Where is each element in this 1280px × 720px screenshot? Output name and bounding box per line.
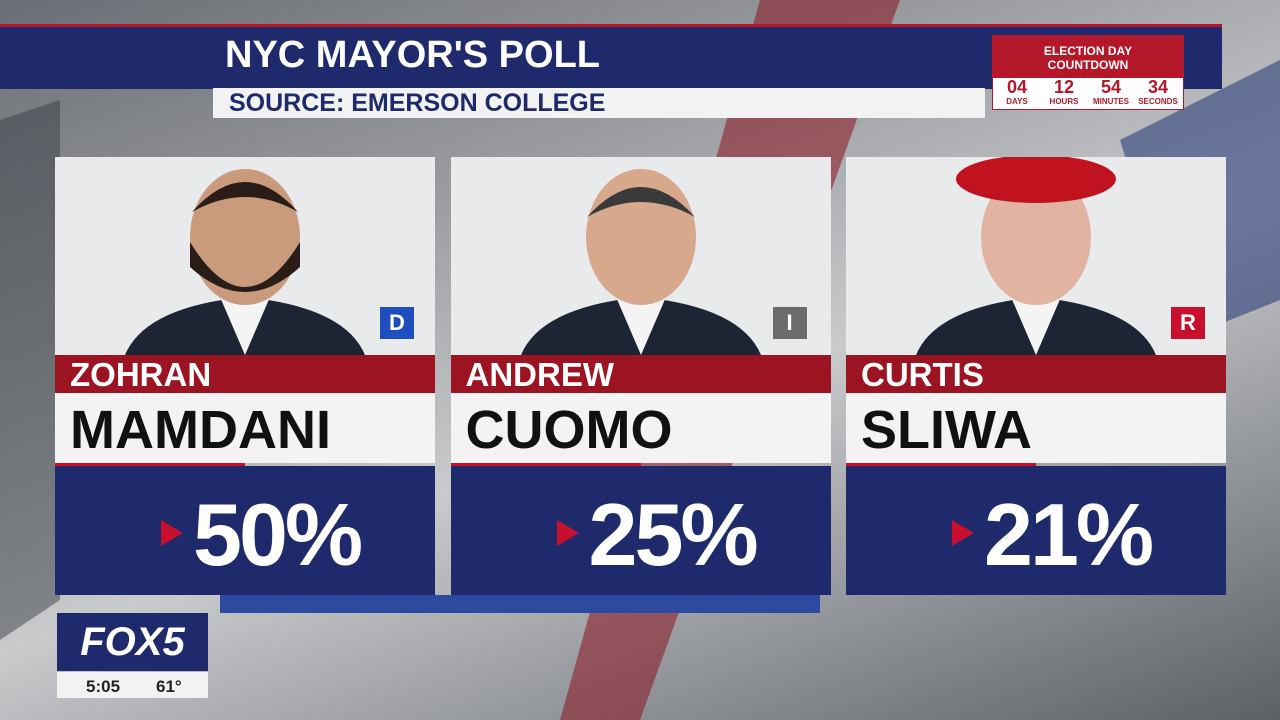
countdown-value: 04 (1006, 77, 1028, 97)
poll-source: SOURCE: EMERSON COLLEGE (213, 88, 985, 118)
candidate-photo (55, 157, 435, 355)
first-name: CURTIS (846, 355, 1226, 393)
station-logo: FOX5 (57, 613, 208, 671)
countdown-title: ELECTION DAY COUNTDOWN (993, 36, 1183, 78)
last-name: SLIWA (846, 393, 1226, 463)
countdown-value: 12 (1053, 77, 1075, 97)
countdown-title-line: ELECTION DAY (1043, 44, 1133, 58)
divider (55, 463, 245, 467)
clock-bar (57, 672, 208, 698)
percent-box: 21% (846, 466, 1226, 595)
photo-silhouette (125, 169, 365, 355)
first-name: ANDREW (450, 355, 831, 393)
countdown-label: MINUTES (1093, 97, 1129, 106)
poll-title: NYC MAYOR'S POLL (225, 34, 601, 76)
last-name: MAMDANI (55, 393, 435, 463)
countdown-box: ELECTION DAY COUNTDOWN 04 DAYS 12 HOURS 54 MI… (992, 35, 1184, 110)
divider (450, 463, 641, 467)
pointer-arrow (556, 520, 579, 546)
last-name: CUOMO (450, 393, 831, 463)
party-badge: R (1171, 307, 1205, 339)
temperature: 61° (156, 677, 182, 696)
clock-time: 5:05 (86, 677, 121, 696)
candidate-photo (450, 157, 831, 355)
candidate-photo (846, 157, 1226, 355)
percent-box: 50% (55, 466, 435, 595)
countdown-value: 54 (1100, 77, 1122, 97)
party-badge: I (772, 307, 807, 339)
percent-box: 25% (450, 466, 831, 595)
party-badge: D (380, 307, 414, 339)
poll-percent: 25% (588, 485, 759, 584)
photo-silhouette (916, 157, 1156, 355)
pointer-arrow (161, 520, 183, 546)
divider (846, 463, 1036, 467)
photo-silhouette (520, 169, 761, 355)
poll-percent: 21% (984, 485, 1154, 584)
countdown-label: DAYS (1006, 97, 1028, 106)
first-name: ZOHRAN (55, 355, 435, 393)
poll-percent: 50% (193, 485, 363, 584)
countdown-label: HOURS (1049, 97, 1079, 106)
countdown-title-line: COUNTDOWN (1047, 58, 1129, 72)
pointer-arrow (952, 520, 974, 546)
countdown-value: 34 (1147, 77, 1169, 97)
countdown-label: SECONDS (1138, 97, 1178, 106)
